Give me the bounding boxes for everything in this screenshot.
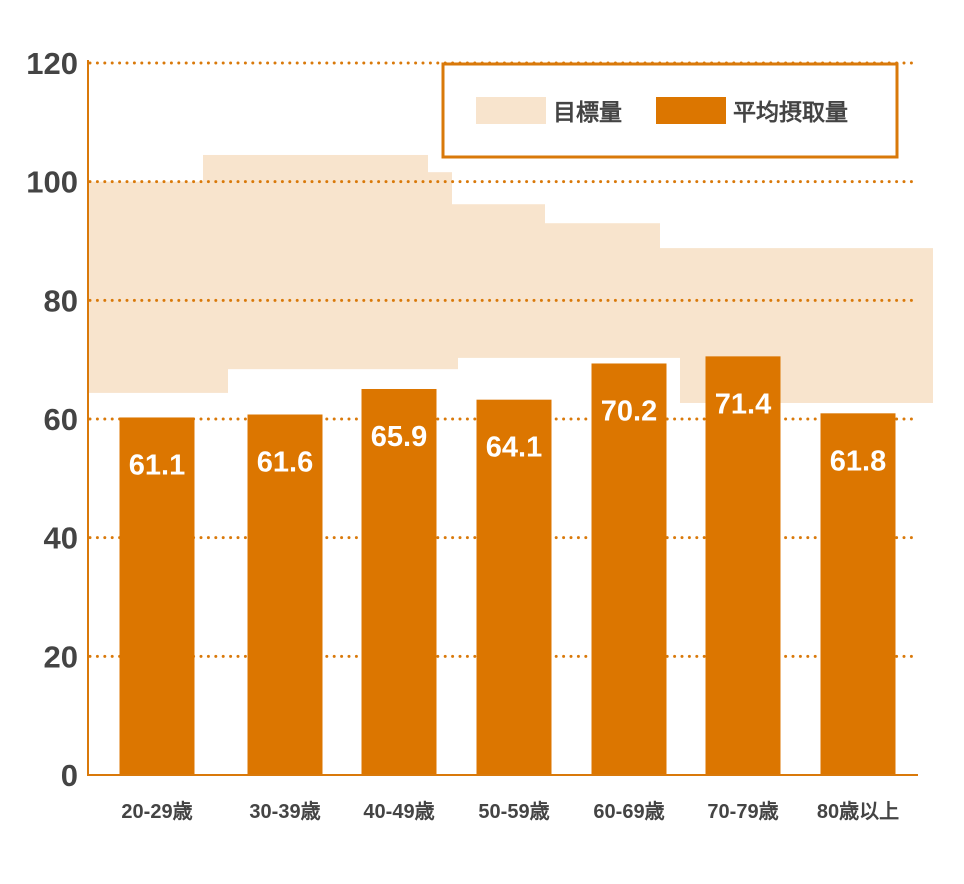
bar — [476, 399, 552, 775]
target-band-segment — [660, 248, 680, 358]
bar — [247, 414, 323, 775]
y-tick-label: 120 — [26, 46, 78, 81]
target-band — [88, 154, 933, 403]
bars: 61.1 61.6 65.9 64.1 70.2 71.4 61.8 — [119, 356, 896, 775]
target-band-segment — [228, 154, 428, 370]
legend-label-intake: 平均摂取量 — [733, 99, 848, 125]
target-band-segment — [452, 204, 458, 370]
x-tick-label: 50-59歳 — [478, 799, 549, 823]
bar-value-label: 61.1 — [129, 449, 185, 481]
bar-value-label: 65.9 — [371, 421, 427, 453]
bar-value-label: 70.2 — [601, 395, 657, 427]
bar-value-label: 64.1 — [486, 432, 542, 464]
bar — [820, 413, 896, 775]
x-tick-label: 70-79歳 — [707, 799, 778, 823]
bar-value-label: 71.4 — [715, 388, 771, 420]
target-band-segment — [428, 172, 452, 370]
y-tick-label: 40 — [44, 521, 78, 556]
x-tick-label: 40-49歳 — [363, 799, 434, 823]
target-band-segment — [458, 204, 545, 358]
y-tick-label: 80 — [44, 283, 78, 318]
bar — [705, 356, 781, 775]
bar-value-label: 61.8 — [830, 445, 886, 477]
legend: 目標量 平均摂取量 — [441, 62, 899, 159]
legend-swatch-target — [476, 97, 546, 124]
y-tick-label: 100 — [26, 165, 78, 200]
bar — [119, 417, 195, 775]
bar-value-label: 61.6 — [257, 447, 313, 479]
target-band-segment — [545, 223, 660, 358]
x-tick-label: 60-69歳 — [593, 799, 664, 823]
axes: 0 20 40 60 80 100 120 20-29歳 30-39歳 40-49歳 50-59歳 6… — [26, 46, 918, 823]
target-band-segment — [88, 181, 203, 393]
bar — [591, 363, 667, 775]
y-tick-label: 20 — [44, 639, 78, 674]
target-band-segment — [203, 154, 228, 393]
bar — [361, 388, 437, 775]
legend-label-target: 目標量 — [553, 99, 622, 125]
y-tick-label: 60 — [44, 402, 78, 437]
legend-swatch-intake — [656, 97, 726, 124]
y-tick-label: 0 — [61, 758, 78, 793]
x-tick-label: 30-39歳 — [249, 799, 320, 823]
x-tick-label: 20-29歳 — [121, 799, 192, 823]
x-tick-label: 80歳以上 — [817, 799, 899, 823]
